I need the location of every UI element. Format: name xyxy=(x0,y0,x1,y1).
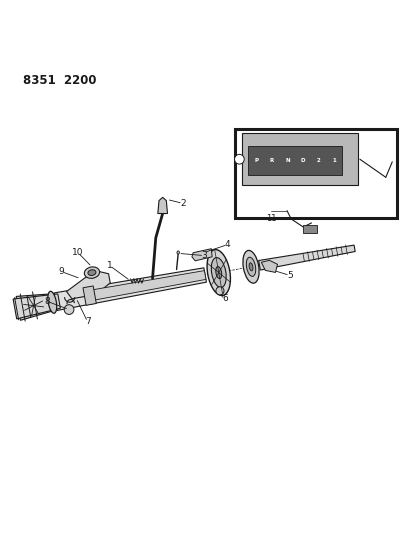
Text: 6: 6 xyxy=(221,294,227,303)
Ellipse shape xyxy=(242,251,258,283)
Ellipse shape xyxy=(88,270,96,276)
Polygon shape xyxy=(66,271,110,299)
Text: 10: 10 xyxy=(72,248,83,257)
Polygon shape xyxy=(88,271,205,301)
Text: 5: 5 xyxy=(286,271,292,280)
Text: 3: 3 xyxy=(201,251,207,260)
Text: 4: 4 xyxy=(224,240,230,249)
Bar xyxy=(248,147,341,175)
Text: D: D xyxy=(300,158,305,163)
Text: 11: 11 xyxy=(265,214,276,222)
Ellipse shape xyxy=(211,257,226,287)
Bar xyxy=(235,129,396,218)
Bar xyxy=(303,225,317,233)
Text: 2: 2 xyxy=(180,199,185,208)
Text: P: P xyxy=(254,158,257,163)
Ellipse shape xyxy=(48,292,56,313)
Text: 8: 8 xyxy=(44,297,50,306)
Circle shape xyxy=(64,305,74,314)
Text: R: R xyxy=(269,158,273,163)
Text: N: N xyxy=(284,158,289,163)
Ellipse shape xyxy=(177,251,179,254)
Polygon shape xyxy=(16,294,50,320)
Text: 7: 7 xyxy=(85,318,90,326)
Ellipse shape xyxy=(207,249,230,295)
Polygon shape xyxy=(157,197,167,214)
Polygon shape xyxy=(13,294,60,319)
Ellipse shape xyxy=(215,266,221,279)
Text: 2: 2 xyxy=(316,158,320,163)
Ellipse shape xyxy=(246,257,255,277)
Polygon shape xyxy=(261,260,277,272)
Text: 9: 9 xyxy=(58,267,64,276)
Polygon shape xyxy=(191,249,211,261)
Polygon shape xyxy=(54,268,206,310)
Bar xyxy=(241,133,357,185)
Circle shape xyxy=(216,287,223,295)
Polygon shape xyxy=(83,286,96,305)
Polygon shape xyxy=(258,245,354,270)
Ellipse shape xyxy=(84,267,99,278)
Text: 8351  2200: 8351 2200 xyxy=(23,75,96,87)
Text: 1: 1 xyxy=(106,261,112,270)
Ellipse shape xyxy=(249,263,252,271)
Circle shape xyxy=(234,155,244,164)
Text: 1: 1 xyxy=(332,158,335,163)
